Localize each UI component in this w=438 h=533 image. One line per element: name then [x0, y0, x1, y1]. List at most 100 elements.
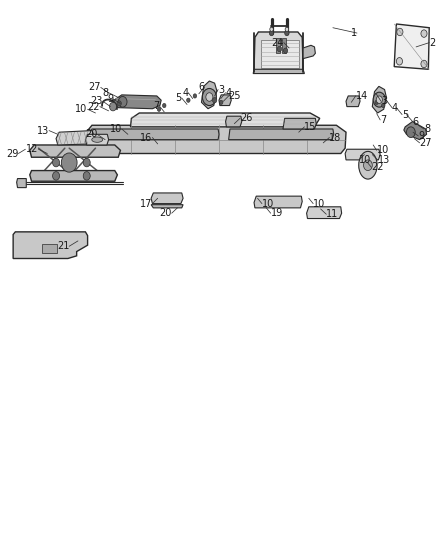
Circle shape: [117, 101, 121, 106]
Polygon shape: [113, 95, 161, 109]
Polygon shape: [254, 196, 302, 208]
Polygon shape: [90, 129, 219, 140]
Text: 17: 17: [140, 199, 152, 208]
Polygon shape: [56, 131, 94, 145]
Text: 27: 27: [88, 83, 101, 92]
Circle shape: [219, 100, 223, 104]
Circle shape: [83, 158, 90, 167]
Text: 23: 23: [91, 96, 103, 106]
Text: 2: 2: [429, 38, 435, 47]
Text: 6: 6: [413, 117, 419, 126]
Circle shape: [285, 27, 289, 31]
Ellipse shape: [359, 151, 377, 179]
Text: 15: 15: [304, 122, 317, 132]
Circle shape: [202, 88, 216, 106]
Circle shape: [53, 172, 60, 180]
Polygon shape: [226, 116, 242, 127]
Text: 25: 25: [229, 91, 241, 101]
Text: 9: 9: [107, 94, 113, 104]
Circle shape: [83, 172, 90, 180]
Polygon shape: [346, 96, 360, 107]
Bar: [276, 38, 280, 53]
Text: 4: 4: [226, 88, 232, 98]
Text: 18: 18: [329, 133, 342, 142]
Polygon shape: [151, 193, 183, 204]
Text: 5: 5: [176, 93, 182, 103]
Polygon shape: [85, 134, 109, 145]
Circle shape: [162, 103, 166, 108]
Circle shape: [187, 98, 190, 102]
Polygon shape: [394, 24, 429, 69]
Polygon shape: [42, 244, 57, 253]
Circle shape: [277, 46, 282, 52]
Polygon shape: [30, 171, 117, 181]
Text: 4: 4: [182, 88, 188, 98]
Circle shape: [206, 93, 213, 101]
Polygon shape: [254, 32, 303, 72]
Text: 8: 8: [102, 88, 109, 98]
Text: 16: 16: [140, 133, 152, 142]
Text: 5: 5: [402, 110, 408, 119]
Text: 29: 29: [6, 149, 18, 158]
Polygon shape: [303, 45, 315, 59]
Text: 3: 3: [218, 85, 224, 94]
Polygon shape: [307, 207, 342, 219]
Text: 11: 11: [326, 209, 339, 219]
Text: 13: 13: [37, 126, 49, 135]
Polygon shape: [404, 122, 427, 140]
Circle shape: [157, 107, 161, 111]
Circle shape: [397, 28, 403, 36]
Circle shape: [421, 30, 427, 37]
Text: 6: 6: [198, 83, 204, 92]
Text: 9: 9: [418, 131, 424, 141]
Polygon shape: [13, 232, 88, 259]
Text: 7: 7: [153, 101, 159, 110]
Text: 24: 24: [272, 38, 284, 47]
Circle shape: [193, 94, 197, 98]
Text: 13: 13: [378, 155, 390, 165]
Text: 4: 4: [392, 103, 398, 112]
Text: 10: 10: [75, 104, 88, 114]
Text: 26: 26: [240, 114, 252, 123]
Circle shape: [376, 96, 382, 103]
Ellipse shape: [92, 137, 102, 142]
Polygon shape: [30, 145, 120, 157]
Circle shape: [53, 158, 60, 167]
Polygon shape: [253, 69, 304, 74]
Text: 14: 14: [356, 91, 368, 101]
Text: 10: 10: [110, 124, 122, 134]
Text: 7: 7: [380, 115, 386, 125]
Text: 1: 1: [351, 28, 357, 38]
Circle shape: [396, 58, 403, 65]
Text: 20: 20: [85, 130, 97, 139]
Text: 20: 20: [159, 208, 172, 218]
Circle shape: [381, 103, 385, 108]
Polygon shape: [131, 113, 320, 127]
Circle shape: [375, 100, 378, 104]
Text: 22: 22: [371, 163, 384, 172]
Circle shape: [285, 30, 289, 36]
Polygon shape: [345, 149, 380, 160]
Text: 8: 8: [424, 124, 430, 134]
Text: 10: 10: [359, 155, 371, 165]
Polygon shape: [261, 40, 299, 68]
Text: 3: 3: [381, 96, 387, 106]
Text: 22: 22: [87, 102, 100, 111]
Circle shape: [61, 153, 77, 172]
Text: 12: 12: [26, 144, 39, 154]
Polygon shape: [219, 95, 231, 106]
Polygon shape: [151, 205, 183, 208]
Text: 27: 27: [420, 138, 432, 148]
Text: 21: 21: [57, 241, 69, 251]
Text: 10: 10: [377, 146, 389, 155]
Text: 19: 19: [271, 208, 283, 218]
Circle shape: [270, 27, 273, 31]
Circle shape: [118, 96, 127, 107]
Circle shape: [283, 48, 288, 53]
Bar: [282, 38, 286, 53]
Text: 10: 10: [262, 199, 274, 208]
Circle shape: [110, 102, 117, 111]
Polygon shape: [283, 118, 316, 129]
Circle shape: [212, 98, 217, 103]
Circle shape: [269, 30, 274, 36]
